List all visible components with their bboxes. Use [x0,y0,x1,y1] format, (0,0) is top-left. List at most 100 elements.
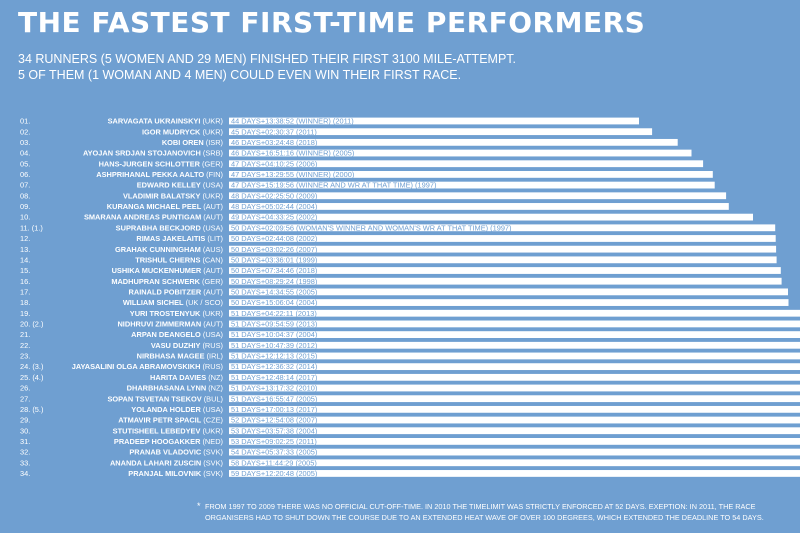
runner-name: SOPAN TSVETAN TSEKOV (BUL) [107,394,223,403]
bar-label: 48 DAYS+05:02:44 (2004) [231,202,317,211]
row-rank: 01. [20,117,30,126]
runner-country: (UKR) [200,191,223,200]
bar [229,470,800,477]
runner-name-text: KURANGA MICHAEL PEEL [107,202,202,211]
runner-name: KOBI OREN (ISR) [162,138,223,147]
bar-label: 51 DAYS+12:36:32 (2014) [231,362,317,371]
bar [229,373,800,381]
runner-name: SARVAGATA UKRAINSKYI (UKR) [108,117,223,126]
runner-name: TRISHUL CHERNS (CAN) [135,255,223,264]
runner-country: (GER) [200,277,223,286]
bar [229,117,639,125]
row-rank: 04. [20,149,30,158]
bar-label: 47 DAYS+15:19:56 (WINNER AND WR AT THAT … [231,181,436,190]
bar-label: 51 DAYS+10:04:37 (2004) [231,330,317,339]
runner-name-text: SOPAN TSVETAN TSEKOV [107,394,201,403]
runner-country: (LIT) [205,234,223,243]
runner-name-text: YURI TROSTENYUK [130,309,201,318]
bar-label: 58 DAYS+11:44:29 (2005) [231,458,317,467]
bar-label: 50 DAYS+03:36:01 (1999) [231,255,317,264]
bar [229,299,789,306]
bar-label: 51 DAYS+17:00:13 (2017) [231,405,317,414]
row-rank: 06. [20,170,30,179]
runner-name-text: VLADIMIR BALATSKY [123,191,201,200]
row-rank: 13. [20,245,30,254]
row-rank: 07. [20,181,30,190]
runner-country: (UKR) [200,309,223,318]
runner-name: JAYASALINI OLGA ABRAMOVSKIKH (RUS) [72,362,223,371]
bar-label: 52 DAYS+12:54:08 (2007) [231,416,317,425]
row-rank: 29. [20,416,30,425]
row-rank: 14. [20,255,30,264]
bar-label: 51 DAYS+12:12:13 (2015) [231,352,317,361]
runner-name-text: RAINALD POBITZER [129,287,202,296]
bar-label: 46 DAYS+16:51:16 (WINNER) (2005) [231,149,354,158]
runner-country: (AUT) [201,202,223,211]
bar [229,224,776,232]
bar-label: 47 DAYS+13:29:55 (WINNER) (2000) [231,170,354,179]
bar-label: 50 DAYS+15:06:04 (2004) [231,298,317,307]
runner-name: VLADIMIR BALATSKY (UKR) [123,191,223,200]
row-rank: 12. [20,234,30,243]
runner-name-text: ANANDA LAHARI ZUSCIN [110,458,201,467]
runner-name-text: ATMAVIR PETR SPACIL [118,416,201,425]
row-rank: 15. [20,266,30,275]
row-rank: 19. [20,309,30,318]
row-rank: 17. [20,287,30,296]
runner-name-text: SARVAGATA UKRAINSKYI [108,117,201,126]
runner-name-text: HARITA DAVIES [150,373,206,382]
runner-name: USHIKA MUCKENHUMER (AUT) [112,266,223,275]
bar-label: 51 DAYS+10:47:39 (2012) [231,341,317,350]
row-rank: 33. [20,458,30,467]
bar [229,213,753,221]
bar [229,256,777,264]
runner-country: (UK / SCO) [184,298,223,307]
runner-name: SUPRABHA BECKJORD (USA) [116,223,223,232]
runner-name-text: JAYASALINI OLGA ABRAMOVSKIKH [72,362,201,371]
row-rank: 26. [20,384,30,393]
row-rank: 05. [20,159,30,168]
runner-name: ARPAN DEANGELO (USA) [131,330,223,339]
bar [229,171,713,178]
runner-name: VASU DUZHIY (RUS) [151,341,223,350]
footnote: * FROM 1997 TO 2009 THERE WAS NO OFFICIA… [197,501,795,523]
bar [229,149,692,157]
runner-name-text: YOLANDA HOLDER [131,405,201,414]
bar [229,459,800,467]
bar [229,235,776,242]
bar-label: 46 DAYS+03:24:48 (2018) [231,138,317,147]
bar [229,395,800,403]
bar-label: 45 DAYS+02:30:37 (2011) [231,127,317,136]
runner-name-text: DHARBHASANA LYNN [127,384,207,393]
subtitle-line-2: 5 OF THEM (1 WOMAN AND 4 MEN) COULD EVEN… [18,68,462,82]
subtitle-line-1: 34 RUNNERS (5 WOMEN AND 29 MEN) FINISHED… [18,52,517,66]
bar [229,128,653,136]
runner-name-text: GRAHAK CUNNINGHAM [115,245,201,254]
runner-name-text: VASU DUZHIY [151,341,201,350]
runner-name: GRAHAK CUNNINGHAM (AUS) [115,245,223,254]
row-rank: 27. [20,394,30,403]
runner-country: (NED) [200,437,223,446]
bar-label: 59 DAYS+12:20:48 (2005) [231,469,317,478]
bar [229,405,800,413]
row-rank: 18. [20,298,30,307]
row-rank: 25. (4.) [20,373,43,382]
bar [229,288,788,296]
bar-label: 50 DAYS+08:29:24 (1998) [231,277,317,286]
bar-label: 51 DAYS+12:48:14 (2017) [231,373,317,382]
row-rank: 28. (5.) [20,405,43,414]
runner-name-text: NIDHRUVI ZIMMERMAN [117,320,201,329]
runner-name-text: RIMAS JAKELAITIS [136,234,205,243]
runner-country: (USA) [201,181,223,190]
runner-name-text: ASHPRIHANAL PEKKA AALTO [96,170,204,179]
bar [229,181,715,189]
runner-country: (SVK) [201,469,223,478]
row-rank: 10. [20,213,30,222]
row-rank: 31. [20,437,30,446]
runner-country: (GER) [200,159,223,168]
row-rank: 32. [20,448,30,457]
row-rank: 02. [20,127,30,136]
bar-label: 51 DAYS+04:22:11 (2013) [231,309,317,318]
runner-name-text: EDWARD KELLEY [137,181,201,190]
runner-name: ANANDA LAHARI ZUSCIN (SVK) [110,458,223,467]
